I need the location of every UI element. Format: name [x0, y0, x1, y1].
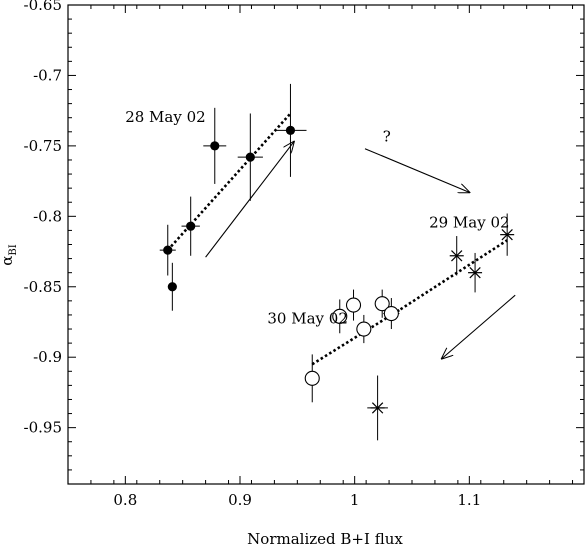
x-axis-label: Normalized B+I flux: [247, 530, 403, 546]
x-tick-label: 0.8: [113, 491, 137, 509]
y-axis-label-main: α: [0, 256, 16, 266]
annotation-label: ?: [383, 128, 391, 146]
asterisk-stroke: [501, 228, 513, 241]
filled-circle-point: [163, 245, 173, 255]
asterisk-point: [500, 228, 515, 241]
annotations: 28 May 02 29 May 02 30 May 02?: [125, 108, 509, 327]
annotation-label: 29 May 02: [429, 214, 510, 232]
open-circle-point: [332, 308, 348, 324]
asterisk-point: [449, 250, 464, 262]
x-tick-label: 0.9: [228, 491, 252, 509]
plot-border: [67, 4, 585, 485]
asterisk-stroke: [371, 402, 384, 414]
x-tick-label: 1.1: [457, 491, 481, 509]
trend-arrows: [205, 142, 516, 359]
open-circle-point: [304, 370, 320, 386]
annotation-label: 30 May 02: [267, 309, 348, 327]
trend-arrow: [442, 294, 516, 358]
x-tick-label: 1: [350, 491, 360, 509]
y-tick-label: -0.65: [24, 0, 62, 14]
open-circle-point: [383, 305, 399, 322]
tick-labels: 0.8 0.9 1 1.1 -0.65 -0.7 -0.75 -0.8 -0.85 -0.9 -0.…: [24, 0, 482, 509]
asterisk-point: [370, 402, 385, 414]
y-tick-label: -0.95: [24, 419, 62, 437]
trend-arrow: [364, 148, 469, 193]
data-points: [163, 125, 515, 414]
filled-circle-point: [210, 141, 220, 151]
filled-circle-point: [245, 152, 255, 162]
open-circle-point: [356, 321, 372, 337]
y-tick-label: -0.7: [33, 66, 62, 84]
asterisk-point: [468, 267, 483, 279]
open-circle-point: [374, 296, 390, 312]
filled-circle-point: [285, 125, 296, 135]
y-tick-label: -0.75: [24, 137, 62, 155]
y-tick-label: -0.85: [24, 278, 62, 296]
y-tick-label: -0.8: [33, 207, 62, 225]
filled-circle-point: [186, 221, 196, 231]
fit-line: [399, 239, 508, 311]
error-bars: [159, 83, 508, 441]
axis-ticks: [67, 4, 584, 485]
y-axis-label-subscript: BI: [8, 244, 19, 255]
filled-circle-point: [167, 282, 177, 292]
trend-arrow: [205, 142, 294, 258]
y-tick-label: -0.9: [33, 348, 62, 366]
y-axis-label: αBI: [0, 244, 19, 265]
annotation-label: 28 May 02: [125, 108, 206, 126]
asterisk-stroke: [451, 250, 463, 262]
open-circle-point: [345, 297, 362, 313]
asterisk-stroke: [469, 267, 481, 279]
fit-line: [166, 112, 292, 252]
plot-frame: [67, 4, 585, 485]
